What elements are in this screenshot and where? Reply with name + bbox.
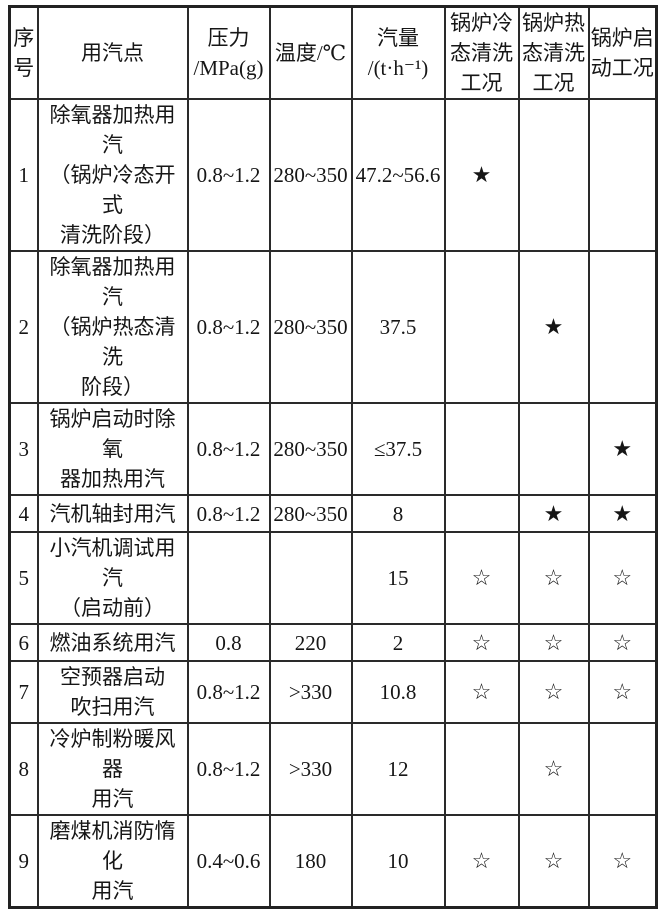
cell-pressure	[186, 531, 271, 625]
table-row: 1 除氧器加热用汽 （锅炉冷态开式 清洗阶段） 0.8~1.2 280~350 …	[8, 98, 658, 252]
cell-cold-wash-star	[443, 250, 520, 404]
cell-hot-wash-star: ☆	[517, 531, 590, 625]
cell-hot-wash-star: ☆	[517, 623, 590, 662]
cell-pressure: 0.8~1.2	[186, 402, 271, 496]
cell-temp	[268, 531, 353, 625]
cell-startup-star: ☆	[587, 660, 658, 724]
cell-usage: 除氧器加热用汽 （锅炉热态清洗 阶段）	[36, 250, 189, 404]
cell-hot-wash-star	[517, 402, 590, 496]
cell-flow: 10	[350, 814, 446, 909]
cell-startup-star: ☆	[587, 814, 658, 909]
steam-usage-table-container: 序 号 用汽点 压力 /MPa(g) 温度/℃ 汽量 /(t·h⁻¹) 锅炉冷 …	[8, 5, 658, 909]
cell-startup-star	[587, 98, 658, 252]
cell-hot-wash-star: ☆	[517, 660, 590, 724]
cell-temp: 220	[268, 623, 353, 662]
cell-serial: 2	[8, 250, 39, 404]
cell-serial: 9	[8, 814, 39, 909]
cell-usage: 空预器启动 吹扫用汽	[36, 660, 189, 724]
cell-serial: 3	[8, 402, 39, 496]
cell-cold-wash-star	[443, 494, 520, 533]
header-cell-pressure: 压力 /MPa(g)	[186, 5, 271, 100]
cell-flow: 15	[350, 531, 446, 625]
cell-pressure: 0.8~1.2	[186, 494, 271, 533]
cell-pressure: 0.8~1.2	[186, 98, 271, 252]
header-cell-hot-wash: 锅炉热 态清洗 工况	[517, 5, 590, 100]
cell-temp: >330	[268, 722, 353, 816]
header-cell-cold-wash: 锅炉冷 态清洗 工况	[443, 5, 520, 100]
table-row: 3 锅炉启动时除氧 器加热用汽 0.8~1.2 280~350 ≤37.5 ★	[8, 402, 658, 496]
cell-cold-wash-star: ☆	[443, 660, 520, 724]
cell-hot-wash-star: ☆	[517, 722, 590, 816]
cell-cold-wash-star: ☆	[443, 814, 520, 909]
cell-flow: 47.2~56.6	[350, 98, 446, 252]
cell-temp: 280~350	[268, 250, 353, 404]
table-row: 8 冷炉制粉暖风器 用汽 0.8~1.2 >330 12 ☆	[8, 722, 658, 816]
table-row: 4 汽机轴封用汽 0.8~1.2 280~350 8 ★ ★	[8, 494, 658, 533]
cell-serial: 5	[8, 531, 39, 625]
cell-flow: 12	[350, 722, 446, 816]
cell-usage: 小汽机调试用汽 （启动前）	[36, 531, 189, 625]
table-row: 5 小汽机调试用汽 （启动前） 15 ☆ ☆ ☆	[8, 531, 658, 625]
cell-hot-wash-star: ★	[517, 250, 590, 404]
cell-serial: 6	[8, 623, 39, 662]
cell-temp: 180	[268, 814, 353, 909]
header-cell-usage: 用汽点	[36, 5, 189, 100]
table-body: 1 除氧器加热用汽 （锅炉冷态开式 清洗阶段） 0.8~1.2 280~350 …	[8, 98, 658, 909]
table-row: 6 燃油系统用汽 0.8 220 2 ☆ ☆ ☆	[8, 623, 658, 662]
cell-pressure: 0.8~1.2	[186, 722, 271, 816]
cell-hot-wash-star: ★	[517, 494, 590, 533]
cell-temp: >330	[268, 660, 353, 724]
header-cell-startup: 锅炉启 动工况	[587, 5, 658, 100]
table-row: 7 空预器启动 吹扫用汽 0.8~1.2 >330 10.8 ☆ ☆ ☆	[8, 660, 658, 724]
cell-startup-star	[587, 250, 658, 404]
cell-usage: 燃油系统用汽	[36, 623, 189, 662]
cell-serial: 1	[8, 98, 39, 252]
header-cell-flow: 汽量 /(t·h⁻¹)	[350, 5, 446, 100]
cell-hot-wash-star	[517, 98, 590, 252]
cell-serial: 4	[8, 494, 39, 533]
cell-cold-wash-star: ☆	[443, 531, 520, 625]
cell-flow: 2	[350, 623, 446, 662]
cell-usage: 冷炉制粉暖风器 用汽	[36, 722, 189, 816]
cell-pressure: 0.8~1.2	[186, 660, 271, 724]
cell-pressure: 0.4~0.6	[186, 814, 271, 909]
header-row: 序 号 用汽点 压力 /MPa(g) 温度/℃ 汽量 /(t·h⁻¹) 锅炉冷 …	[8, 5, 658, 100]
cell-hot-wash-star: ☆	[517, 814, 590, 909]
header-cell-temp: 温度/℃	[268, 5, 353, 100]
cell-startup-star: ★	[587, 402, 658, 496]
cell-cold-wash-star	[443, 402, 520, 496]
cell-cold-wash-star: ★	[443, 98, 520, 252]
table-row: 9 磨煤机消防惰化 用汽 0.4~0.6 180 10 ☆ ☆ ☆	[8, 814, 658, 909]
cell-startup-star: ★	[587, 494, 658, 533]
cell-startup-star	[587, 722, 658, 816]
cell-flow: 10.8	[350, 660, 446, 724]
cell-startup-star: ☆	[587, 531, 658, 625]
steam-usage-table: 序 号 用汽点 压力 /MPa(g) 温度/℃ 汽量 /(t·h⁻¹) 锅炉冷 …	[8, 5, 658, 909]
cell-flow: 37.5	[350, 250, 446, 404]
cell-usage: 汽机轴封用汽	[36, 494, 189, 533]
header-cell-index: 序 号	[8, 5, 39, 100]
cell-usage: 除氧器加热用汽 （锅炉冷态开式 清洗阶段）	[36, 98, 189, 252]
cell-pressure: 0.8	[186, 623, 271, 662]
cell-temp: 280~350	[268, 98, 353, 252]
table-row: 2 除氧器加热用汽 （锅炉热态清洗 阶段） 0.8~1.2 280~350 37…	[8, 250, 658, 404]
cell-usage: 磨煤机消防惰化 用汽	[36, 814, 189, 909]
cell-cold-wash-star	[443, 722, 520, 816]
cell-usage: 锅炉启动时除氧 器加热用汽	[36, 402, 189, 496]
cell-temp: 280~350	[268, 494, 353, 533]
table-header: 序 号 用汽点 压力 /MPa(g) 温度/℃ 汽量 /(t·h⁻¹) 锅炉冷 …	[8, 5, 658, 100]
cell-flow: 8	[350, 494, 446, 533]
cell-temp: 280~350	[268, 402, 353, 496]
cell-flow: ≤37.5	[350, 402, 446, 496]
cell-serial: 8	[8, 722, 39, 816]
cell-startup-star: ☆	[587, 623, 658, 662]
cell-cold-wash-star: ☆	[443, 623, 520, 662]
cell-pressure: 0.8~1.2	[186, 250, 271, 404]
cell-serial: 7	[8, 660, 39, 724]
